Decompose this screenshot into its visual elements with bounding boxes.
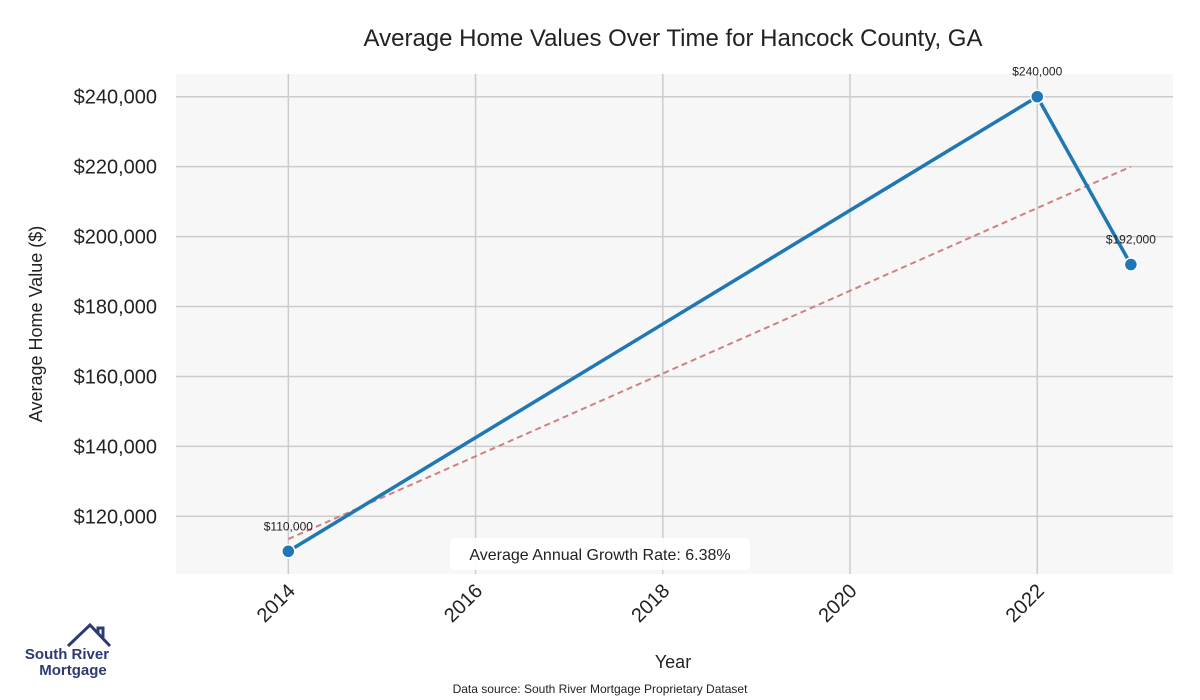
data-point bbox=[281, 544, 296, 559]
x-tick-label: 2016 bbox=[440, 580, 487, 627]
data-label: $110,000 bbox=[264, 519, 313, 533]
x-tick-label: 2020 bbox=[815, 580, 862, 627]
x-tick-label: 2014 bbox=[253, 580, 300, 627]
data-point bbox=[1123, 257, 1139, 272]
data-label: $240,000 bbox=[1012, 65, 1062, 79]
y-tick-label: $120,000 bbox=[74, 506, 157, 528]
x-tick-label: 2022 bbox=[1002, 580, 1049, 627]
growth-annotation-box bbox=[450, 538, 750, 570]
house-roof-icon bbox=[66, 622, 112, 648]
logo-line-2: Mortgage bbox=[39, 662, 107, 679]
trend-line-group bbox=[287, 165, 1132, 540]
y-tick-label: $220,000 bbox=[74, 157, 157, 179]
data-source-note: Data source: South River Mortgage Propri… bbox=[453, 682, 748, 696]
y-axis-label: Average Home Value ($) bbox=[26, 226, 46, 422]
y-tick-label: $180,000 bbox=[74, 297, 157, 319]
x-axis-ticks: 2014 2016 2018 2020 2022 bbox=[253, 580, 1049, 627]
y-axis-ticks: $120,000 $140,000 $160,000 $180,000 $200,000… bbox=[74, 87, 157, 529]
grid bbox=[176, 74, 1173, 574]
growth-annotation: Average Annual Growth Rate: 6.38% bbox=[450, 538, 750, 570]
y-tick-label: $200,000 bbox=[74, 227, 157, 249]
plot-area bbox=[176, 74, 1173, 574]
company-logo: South River Mortgage bbox=[25, 622, 112, 679]
chart-title: Average Home Values Over Time for Hancoc… bbox=[364, 25, 983, 52]
logo-line-1: South River bbox=[25, 646, 109, 663]
data-point bbox=[1030, 89, 1045, 104]
series-group bbox=[281, 89, 1139, 559]
trend-line bbox=[287, 165, 1132, 540]
y-tick-label: $160,000 bbox=[74, 366, 157, 388]
x-axis-label: Year bbox=[655, 652, 691, 672]
y-tick-label: $140,000 bbox=[74, 436, 157, 458]
y-tick-label: $240,000 bbox=[74, 87, 157, 109]
x-tick-label: 2018 bbox=[627, 580, 674, 627]
data-labels: $110,000 $240,000 $192,000 bbox=[264, 65, 1156, 534]
growth-annotation-text: Average Annual Growth Rate: 6.38% bbox=[469, 547, 730, 564]
data-label: $192,000 bbox=[1106, 233, 1156, 247]
